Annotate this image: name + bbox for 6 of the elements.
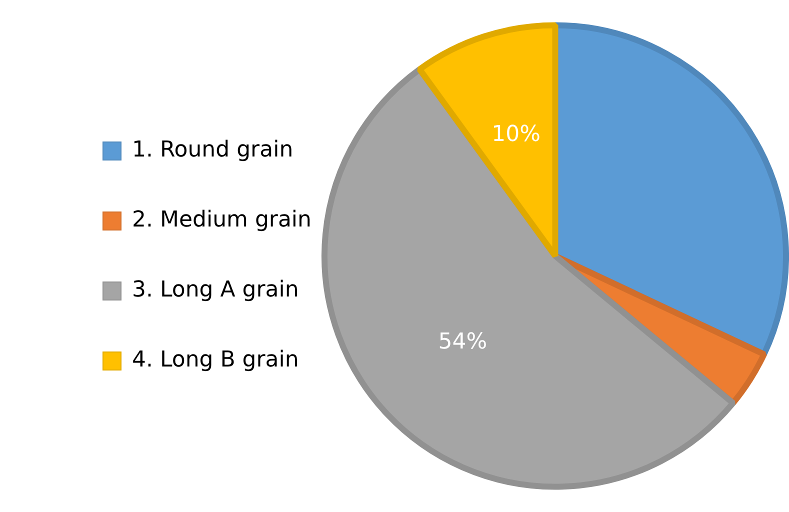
data-label: 54%: [438, 330, 488, 355]
legend-label: 1. Round grain: [132, 138, 294, 163]
legend-label: 3. Long A grain: [132, 278, 299, 303]
legend-label: 4. Long B grain: [132, 348, 299, 373]
legend-label: 2. Medium grain: [132, 208, 312, 233]
data-label: 10%: [492, 122, 540, 148]
